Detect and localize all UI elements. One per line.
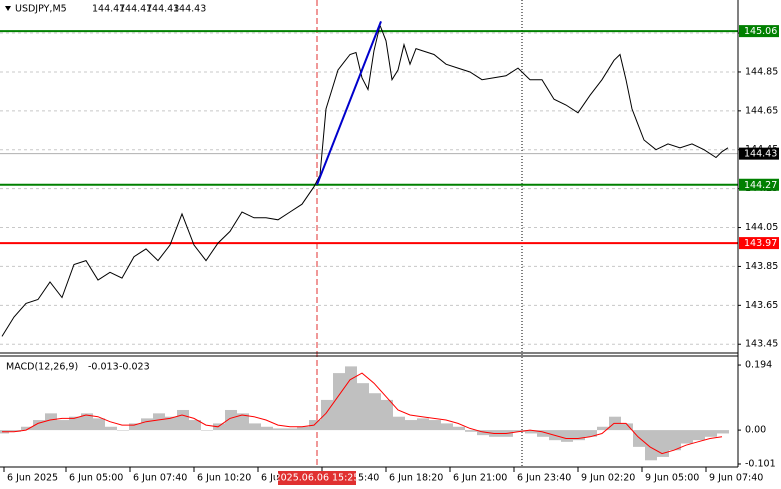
histogram-bar [657, 430, 669, 457]
y-tick-label: 0.194 [745, 360, 772, 371]
histogram-bar [405, 420, 417, 431]
histogram-bar [573, 430, 585, 441]
histogram-bar [153, 413, 165, 431]
histogram-bar [717, 430, 729, 434]
histogram-bar [309, 420, 321, 431]
x-tick-label: 6 Jun 05:00 [69, 473, 123, 484]
histogram-bar [393, 416, 405, 431]
histogram-bar [273, 428, 285, 431]
histogram-bar [585, 430, 597, 437]
histogram-bar [465, 430, 477, 432]
y-tick-label: 0.00 [745, 425, 766, 436]
current-price-label: 144.43 [744, 149, 777, 160]
histogram-bar [429, 420, 441, 431]
histogram-bar [357, 383, 369, 431]
histogram-bar [705, 430, 717, 437]
x-tick-label: 6 Jun 07:40 [133, 473, 187, 484]
histogram-bar [681, 430, 693, 444]
indicator-value: -0.023 [119, 362, 150, 373]
ohlc-value: 144.43 [146, 4, 179, 15]
symbol-menu-icon [5, 6, 11, 11]
y-tick-label: 144.65 [745, 105, 778, 116]
ohlc-value: 144.43 [173, 4, 206, 15]
indicator-title: MACD(12,26,9) [6, 362, 78, 373]
price-line [1, 23, 729, 337]
signal-line [2, 372, 723, 455]
y-tick-label: -0.101 [745, 458, 776, 469]
histogram-bar [597, 426, 609, 431]
histogram-bar [369, 393, 381, 431]
histogram-bar [69, 416, 81, 431]
histogram-bar [225, 409, 237, 431]
histogram-bar [141, 418, 153, 431]
histogram-bar [693, 430, 705, 441]
histogram-bar [525, 430, 537, 434]
histogram-bar [249, 423, 261, 431]
histogram-bar [645, 430, 657, 461]
histogram-bar [105, 426, 117, 431]
histogram-bar [165, 416, 177, 431]
level-box [739, 25, 779, 38]
y-tick-label: 143.85 [745, 261, 778, 272]
symbol-title: USDJPY,M5 [15, 4, 67, 15]
level-label: 145.06 [744, 26, 777, 37]
x-tick-label: 6 Jun 21:00 [453, 473, 507, 484]
histogram-bar [417, 418, 429, 431]
level-label: 143.97 [744, 238, 777, 249]
histogram-bar [477, 430, 489, 436]
ohlc-value: 144.47 [92, 4, 125, 15]
trend-line [316, 21, 382, 186]
level-box [739, 178, 779, 191]
histogram-bar [321, 399, 333, 431]
x-tick-label: 9 Jun 07:40 [709, 473, 763, 484]
histogram-bar [33, 420, 45, 431]
x-tick-label: 6 Jun 10:20 [197, 473, 251, 484]
histogram-bar [177, 409, 189, 431]
histogram-bar [537, 430, 549, 437]
histogram-bar [45, 413, 57, 431]
histogram-bar [513, 430, 525, 432]
histogram-bar [21, 426, 33, 431]
histogram-bar [441, 423, 453, 431]
x-tick-label: 6 Jun 23:40 [517, 473, 571, 484]
level-box [739, 237, 779, 250]
x-tick-label: 9 Jun 02:20 [581, 473, 635, 484]
time-marker-box [278, 471, 356, 485]
histogram-bar [9, 430, 21, 432]
y-tick-label: 143.45 [745, 339, 778, 350]
histogram-bar [213, 423, 225, 431]
x-tick-label: 9 Jun 05:00 [645, 473, 699, 484]
histogram-bar [285, 428, 297, 431]
level-label: 144.27 [744, 180, 777, 191]
histogram-bar [345, 366, 357, 431]
histogram-bar [57, 420, 69, 431]
indicator-value: -0.013 [88, 362, 119, 373]
time-marker-label: 2025.06.06 15:25 [275, 473, 360, 484]
histogram-bar [237, 413, 249, 431]
y-tick-label: 144.05 [745, 222, 778, 233]
y-tick-label: 144.85 [745, 66, 778, 77]
histogram-bar [669, 430, 681, 451]
histogram-bar [297, 426, 309, 431]
histogram-bar [261, 426, 273, 431]
histogram-bar [621, 423, 633, 431]
histogram-bar [93, 418, 105, 431]
histogram-bar [201, 430, 213, 431]
histogram-bar [333, 373, 345, 431]
ohlc-value: 144.47 [119, 4, 152, 15]
histogram-bar [381, 399, 393, 431]
histogram-bar [561, 430, 573, 442]
histogram-bar [117, 430, 129, 431]
histogram-bar [189, 420, 201, 431]
histogram-bar [81, 413, 93, 431]
y-tick-label: 143.65 [745, 300, 778, 311]
x-tick-label: 6 Jun 18:20 [389, 473, 443, 484]
histogram-bar [453, 426, 465, 431]
histogram-bar [129, 423, 141, 431]
x-tick-label: 6 Jun 2025 [7, 473, 58, 484]
current-price-box [739, 147, 779, 160]
